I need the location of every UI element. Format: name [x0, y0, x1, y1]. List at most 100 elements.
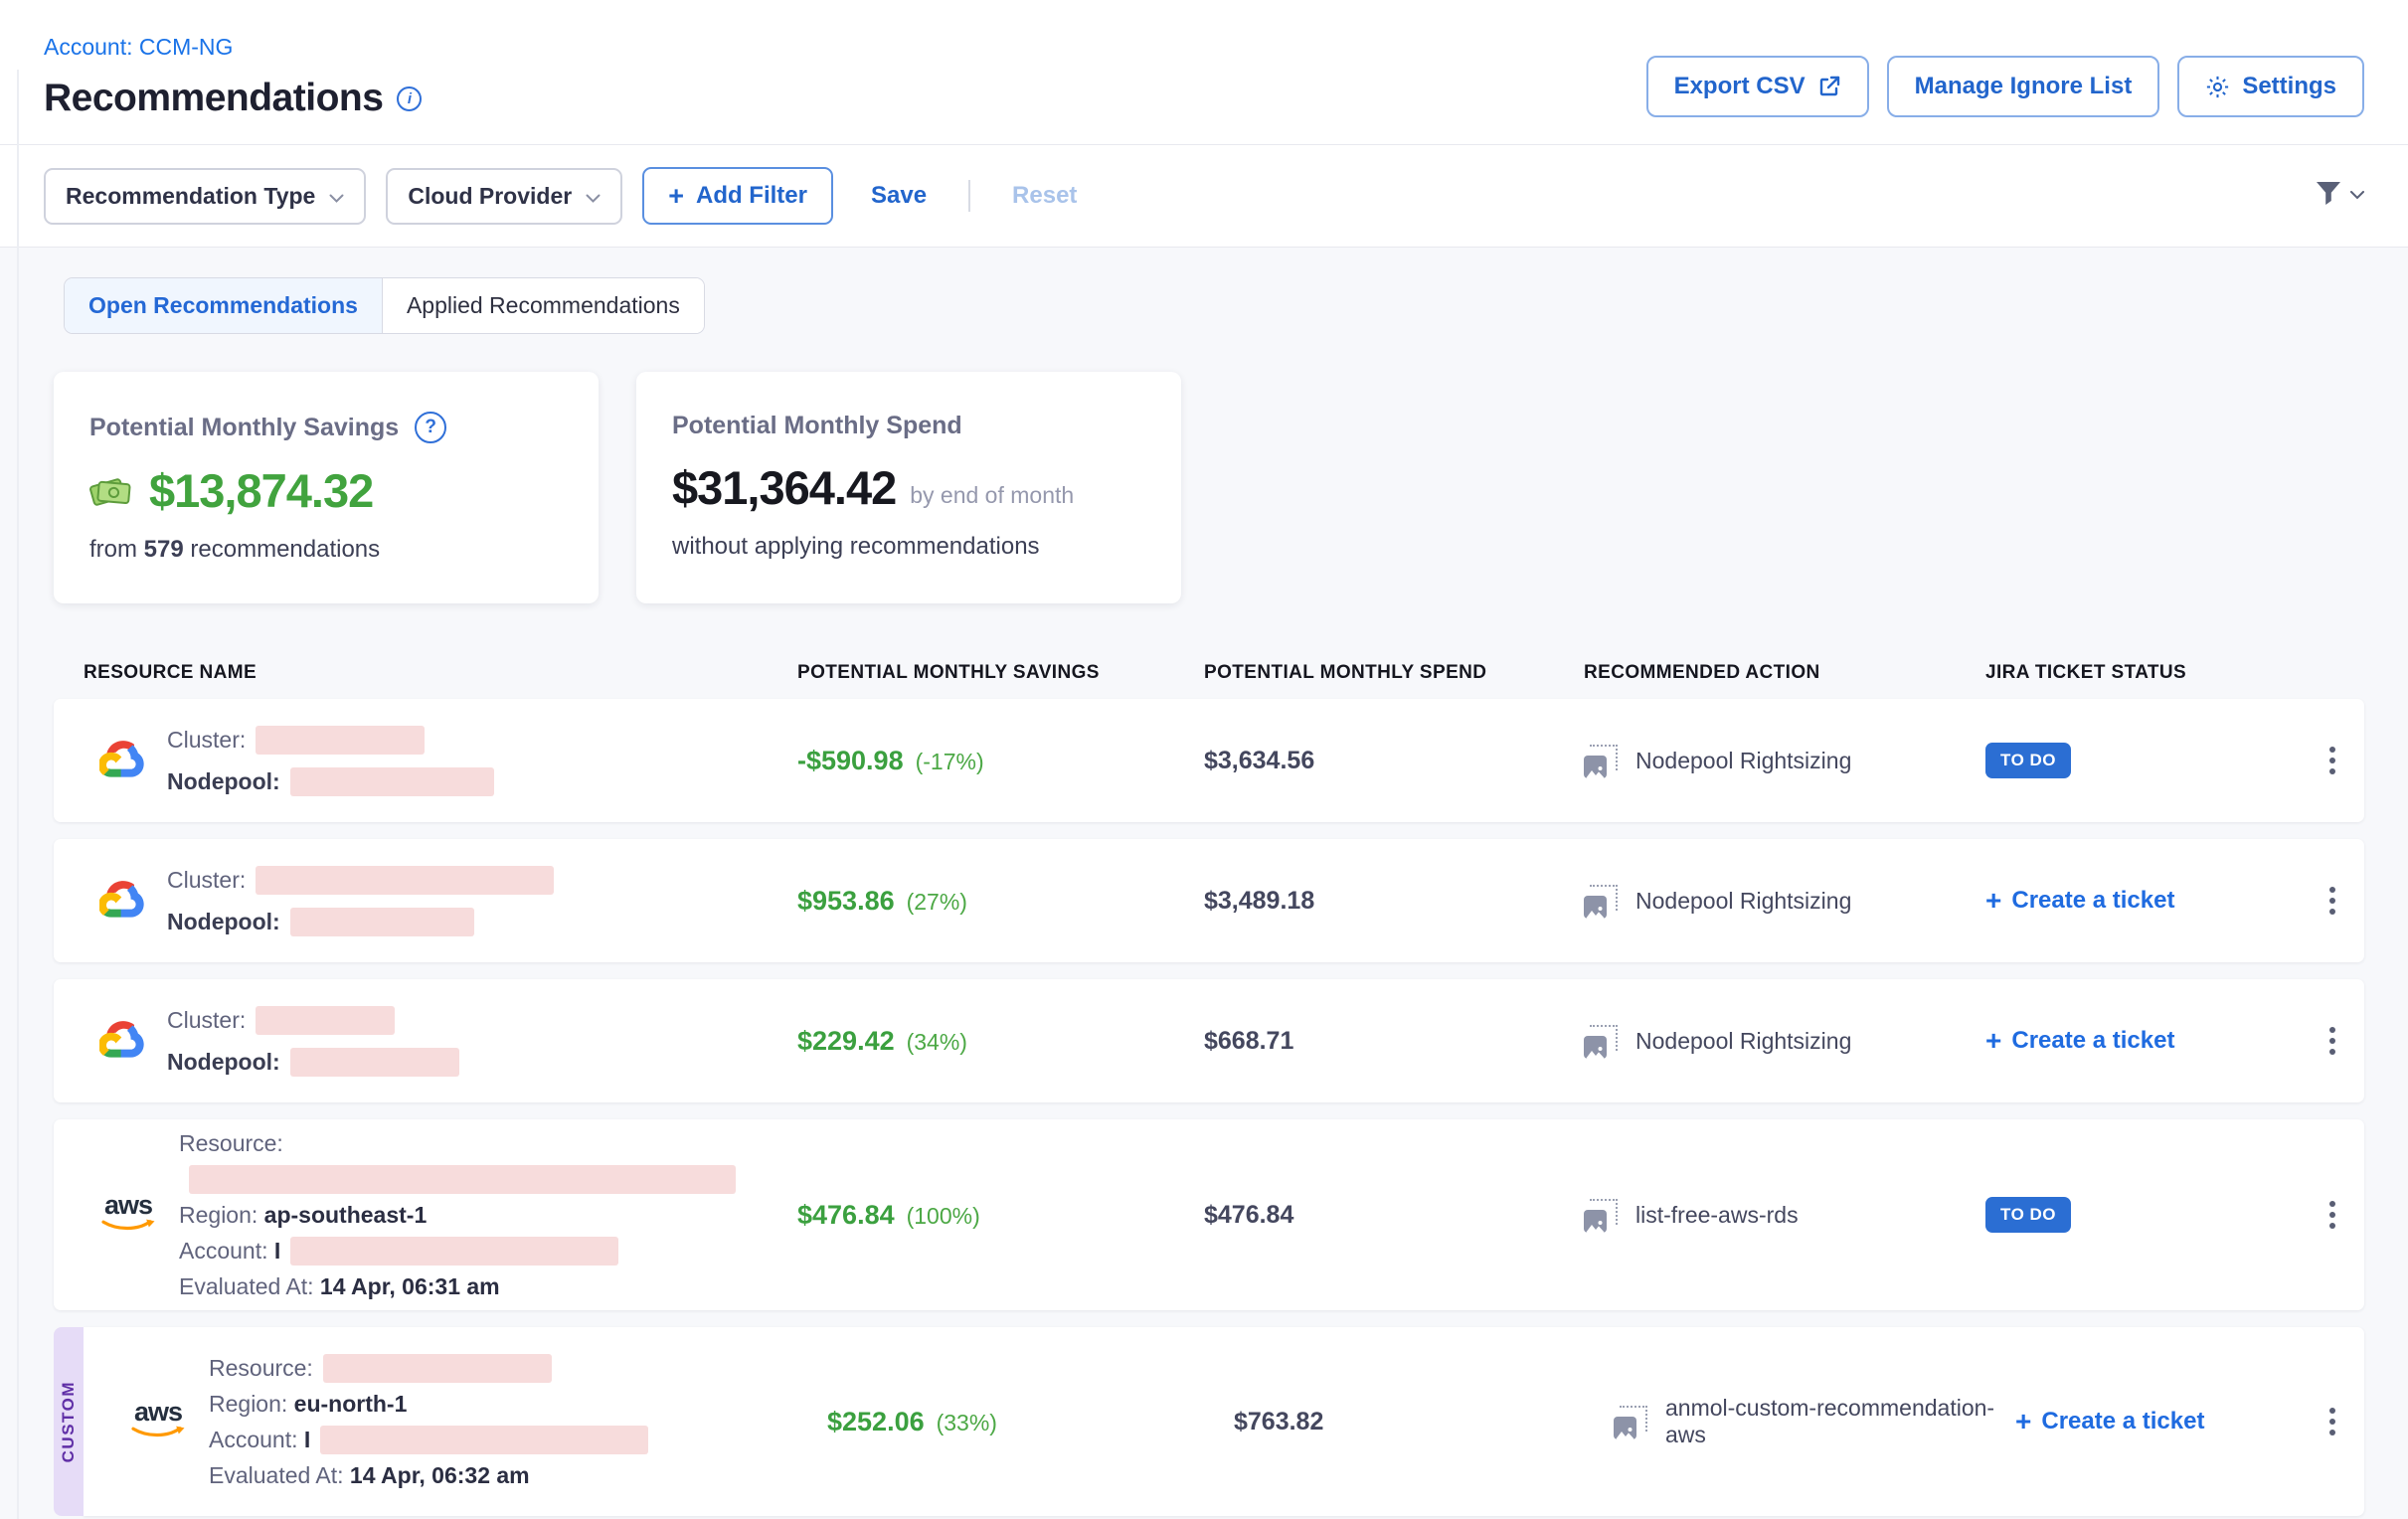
aws-wordmark: aws [133, 1396, 183, 1427]
kebab-dot [2329, 1408, 2335, 1414]
settings-button[interactable]: Settings [2177, 56, 2364, 117]
jira-status-cell: + Create a ticket [1985, 887, 2301, 915]
detail-label: Account: [179, 1238, 268, 1264]
gear-icon [2205, 75, 2230, 99]
recommendation-type-dropdown[interactable]: Recommendation Type [44, 167, 367, 225]
jira-status-badge[interactable]: TO DO [1985, 1197, 2072, 1233]
resource-details: Cluster: Nodepool: [167, 999, 459, 1083]
savings-cell: $252.06 (33%) [827, 1407, 1234, 1437]
resource-detail-line: Resource: [209, 1350, 648, 1386]
detail-value: ap-southeast-1 [258, 1202, 428, 1228]
jira-status-cell: TO DO [1985, 743, 2301, 778]
create-ticket-link[interactable]: + Create a ticket [2015, 1408, 2204, 1435]
row-menu-button[interactable] [2323, 741, 2341, 780]
table-row[interactable]: Cluster: Nodepool: $229.42 (34%) $668.71 Node… [54, 979, 2364, 1102]
redacted-value [289, 1048, 459, 1077]
tab-open-recommendations[interactable]: Open Recommendations [65, 278, 382, 333]
export-csv-button[interactable]: Export CSV [1645, 56, 1869, 117]
spend-card-title: Potential Monthly Spend [672, 412, 962, 439]
chevron-down-icon [329, 183, 344, 210]
kebab-dot [2329, 1027, 2335, 1033]
recommended-action-cell: Nodepool Rightsizing [1584, 743, 1985, 778]
chevron-down-icon [2350, 187, 2364, 205]
info-icon[interactable]: i [397, 85, 423, 111]
table-row[interactable]: Cluster: Nodepool: $953.86 (27%) $3,489.18 No… [54, 839, 2364, 962]
jira-status-badge[interactable]: TO DO [1985, 743, 2072, 778]
question-icon[interactable]: ? [415, 412, 447, 443]
create-ticket-link[interactable]: + Create a ticket [1985, 887, 2174, 915]
detail-label: Evaluated At: [209, 1462, 344, 1488]
spend-qualifier: by end of month [910, 482, 1075, 508]
recommended-action-cell: Nodepool Rightsizing [1584, 883, 1985, 919]
account-breadcrumb-link[interactable]: Account: CCM-NG [44, 34, 234, 60]
jira-status-cell: + Create a ticket [2015, 1408, 2301, 1435]
export-csv-label: Export CSV [1673, 73, 1806, 99]
detail-label: Nodepool: [167, 909, 280, 934]
col-potential-monthly-spend: POTENTIAL MONTHLY SPEND [1204, 662, 1487, 683]
table-header: RESOURCE NAME POTENTIAL MONTHLY SAVINGS … [54, 647, 2364, 699]
cloud-provider-dropdown[interactable]: Cloud Provider [386, 167, 623, 225]
savings-card-title: Potential Monthly Savings [89, 413, 400, 441]
resource-cell: Cluster: Nodepool: [84, 859, 797, 942]
row-menu-button[interactable] [2323, 1195, 2341, 1235]
table-row[interactable]: CUSTOM aws Resource: Region: eu-north-1 Acco… [54, 1327, 2364, 1516]
rightsizing-icon [1584, 1197, 1620, 1233]
resource-detail-line: Nodepool: [167, 1041, 459, 1083]
detail-label: Evaluated At: [179, 1273, 314, 1299]
save-filter-link[interactable]: Save [870, 182, 928, 209]
resource-detail-line: Region: eu-north-1 [209, 1386, 648, 1422]
savings-percent: (27%) [906, 888, 967, 915]
detail-label: Cluster: [167, 867, 247, 893]
row-menu-button[interactable] [2323, 881, 2341, 921]
detail-label: Cluster: [167, 727, 247, 753]
create-ticket-label: Create a ticket [2011, 1027, 2175, 1054]
resource-detail-line: Region: ap-southeast-1 [179, 1197, 797, 1233]
manage-ignore-list-button[interactable]: Manage Ignore List [1886, 56, 2160, 117]
recommended-action-label: Nodepool Rightsizing [1635, 887, 1852, 914]
filter-bar: Recommendation Type Cloud Provider + Add… [0, 145, 2408, 248]
resource-cell: Cluster: Nodepool: [84, 719, 797, 802]
col-potential-monthly-savings: POTENTIAL MONTHLY SAVINGS [797, 662, 1100, 683]
plus-icon: + [668, 180, 684, 211]
detail-label: Resource: [179, 1130, 283, 1156]
detail-label: Nodepool: [167, 1049, 280, 1075]
savings-subtext: from 579 recommendations [89, 536, 381, 563]
create-ticket-link[interactable]: + Create a ticket [1985, 1027, 2174, 1055]
table-row[interactable]: Cluster: Nodepool: -$590.98 (-17%) $3,634.56… [54, 699, 2364, 822]
resource-cell: Cluster: Nodepool: [84, 999, 797, 1083]
money-notes-icon [89, 467, 135, 514]
savings-cell: $476.84 (100%) [797, 1200, 1204, 1231]
aws-logo-icon: aws [129, 1396, 187, 1445]
custom-ribbon-label: CUSTOM [59, 1380, 78, 1463]
aws-swoosh-icon [131, 1426, 185, 1445]
reset-filter-link[interactable]: Reset [1012, 182, 1078, 209]
content-area: Open Recommendations Applied Recommendat… [0, 248, 2408, 1519]
rightsizing-icon [1584, 883, 1620, 919]
detail-value: I [297, 1427, 311, 1452]
page-left-divider [17, 70, 19, 1519]
savings-percent: (34%) [906, 1028, 967, 1055]
resource-detail-line: Cluster: [167, 999, 459, 1041]
detail-value: 14 Apr, 06:32 am [343, 1462, 530, 1488]
spend-amount: $763.82 [1234, 1407, 1324, 1435]
redacted-value [289, 767, 494, 796]
recommended-action-label: Nodepool Rightsizing [1635, 1027, 1852, 1054]
detail-label: Cluster: [167, 1007, 247, 1033]
table-row[interactable]: aws Resource: Region: ap-southeast-1 Accoun… [54, 1119, 2364, 1310]
resource-details: Cluster: Nodepool: [167, 719, 494, 802]
recommendation-tabs: Open Recommendations Applied Recommendat… [64, 277, 705, 334]
redacted-value [290, 1237, 619, 1266]
filter-panel-toggle[interactable] [2315, 181, 2364, 212]
row-menu-button[interactable] [2323, 1021, 2341, 1061]
recommended-action-label: anmol-custom-recommendation-aws [1665, 1395, 1995, 1447]
col-recommended-action: RECOMMENDED ACTION [1584, 662, 1820, 683]
resource-detail-line: Resource: [179, 1125, 797, 1197]
savings-percent: (33%) [936, 1409, 997, 1435]
row-menu-button[interactable] [2323, 1402, 2341, 1441]
potential-monthly-savings-card: Potential Monthly Savings ? $13,874.32 f… [54, 372, 599, 603]
tab-applied-recommendations[interactable]: Applied Recommendations [381, 278, 704, 333]
detail-label: Account: [209, 1427, 298, 1452]
create-ticket-label: Create a ticket [2041, 1408, 2205, 1435]
add-filter-button[interactable]: + Add Filter [642, 167, 833, 225]
